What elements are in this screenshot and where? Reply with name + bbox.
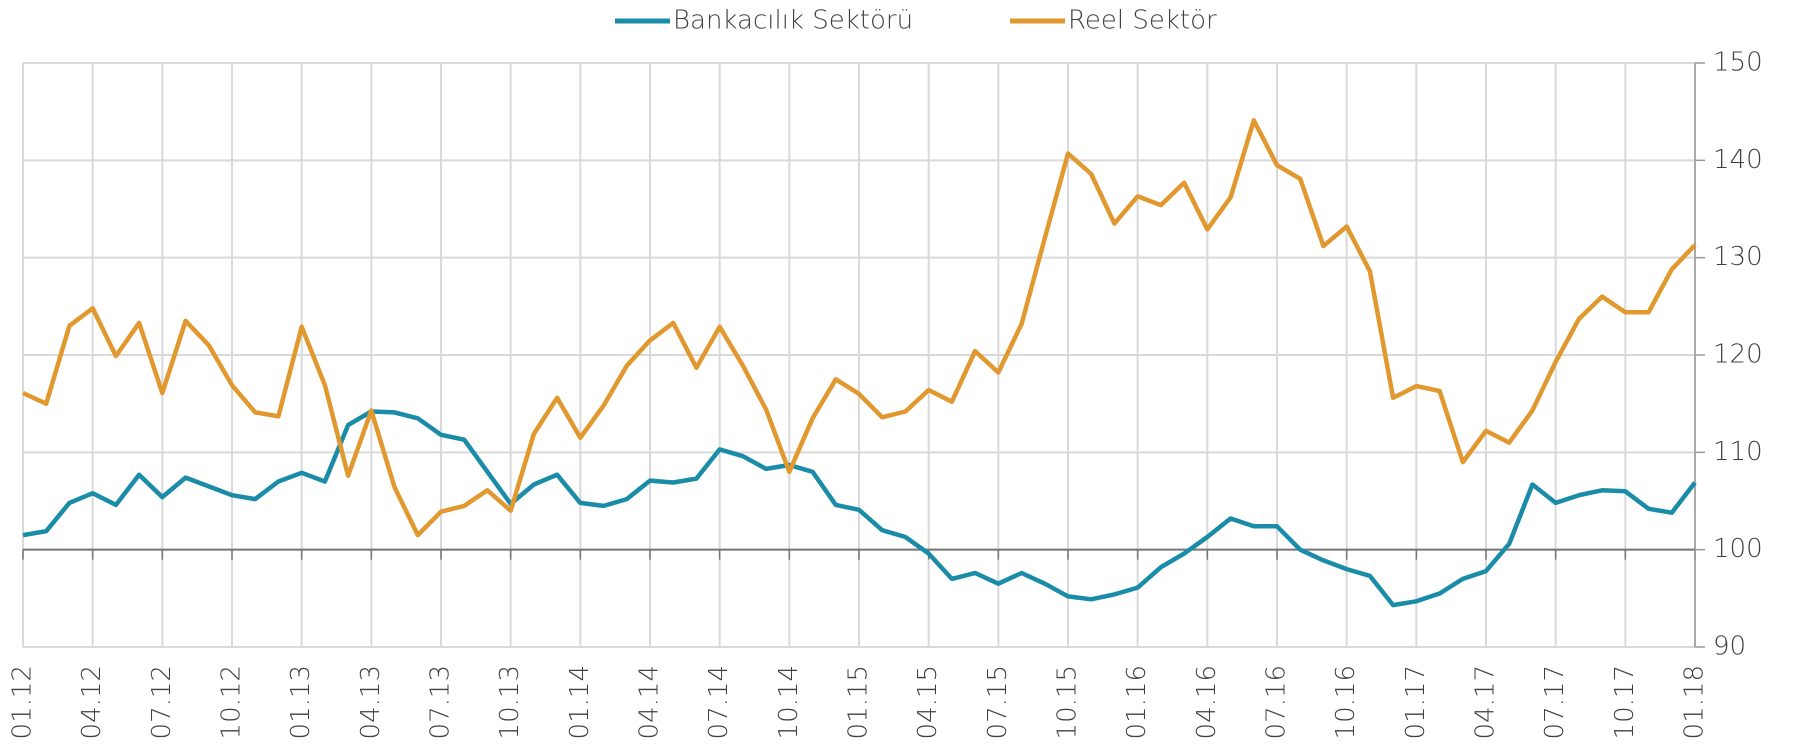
x-tick-label: 10.17 [1610,665,1640,739]
series-line [22,409,1697,608]
x-tick-label: 04.12 [77,665,107,739]
x-tick-label: 04.17 [1471,665,1501,739]
x-tick-label: 07.12 [147,665,177,739]
y-tick-label: 100 [1713,534,1763,564]
series-line [22,118,1697,538]
y-tick-label: 140 [1713,145,1763,175]
x-tick-label: 04.16 [1192,665,1222,739]
x-tick-label: 01.17 [1401,665,1431,739]
x-tick-label: 01.12 [8,665,38,739]
x-tick-label: 10.16 [1331,665,1361,739]
x-tick-label: 10.13 [495,665,525,739]
legend-label: Bankacılık Sektörü [673,6,913,36]
x-tick-label: 04.14 [635,665,665,739]
y-tick-label: 110 [1713,437,1763,467]
y-tick-label: 150 [1713,48,1763,78]
x-tick-label: 01.13 [286,665,316,739]
x-tick-label: 04.13 [356,665,386,739]
x-tick-label: 01.15 [844,665,874,739]
y-tick-label: 120 [1713,340,1763,370]
y-tick-label: 130 [1713,242,1763,272]
legend-label: Reel Sektör [1068,6,1217,36]
x-tick-label: 10.14 [774,665,804,739]
x-tick-label: 10.15 [1053,665,1083,739]
x-tick-label: 10.12 [217,665,247,739]
x-tick-label: 01.18 [1680,665,1710,739]
y-tick-label: 90 [1713,632,1746,662]
x-tick-label: 07.17 [1540,665,1570,739]
x-tick-label: 01.16 [1122,665,1152,739]
x-tick-label: 04.15 [913,665,943,739]
x-tick-label: 07.16 [1262,665,1292,739]
x-tick-label: 07.13 [426,665,456,739]
x-tick-label: 07.15 [983,665,1013,739]
x-tick-label: 07.14 [704,665,734,739]
x-tick-label: 01.14 [565,665,595,739]
